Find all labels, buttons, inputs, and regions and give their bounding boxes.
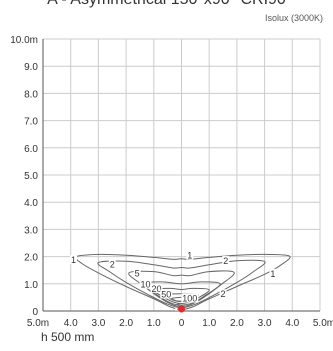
isolux-contour-2 xyxy=(97,259,266,309)
contour-label-bg xyxy=(133,268,141,278)
y-tick-label: 0 xyxy=(32,307,38,318)
contour-label-2: 2 xyxy=(221,289,226,299)
contour-label-bg xyxy=(222,256,230,266)
isolux-contour-20 xyxy=(153,287,210,304)
contour-label-bg xyxy=(69,255,77,265)
x-tick-label: 5.0m xyxy=(313,318,333,329)
contour-label-2: 2 xyxy=(110,260,115,270)
x-tick-label: 0 xyxy=(179,318,185,329)
contour-label-10: 10 xyxy=(140,280,150,290)
x-tick-label: 4.0 xyxy=(64,318,78,329)
contour-label-50: 50 xyxy=(161,289,171,299)
contour-label-5: 5 xyxy=(135,268,140,278)
contour-label-bg xyxy=(181,293,199,303)
contour-label-2: 2 xyxy=(223,256,228,266)
contour-label-bg xyxy=(269,268,277,278)
contour-label-bg xyxy=(160,289,173,299)
x-tick-label: 4.0 xyxy=(285,318,299,329)
contour-label-20: 20 xyxy=(152,284,162,294)
contour-label-bg xyxy=(108,259,116,269)
x-tick-label: 2.0 xyxy=(230,318,244,329)
x-tick-label: 3.0 xyxy=(91,318,105,329)
x-tick-label: 1.0 xyxy=(147,318,161,329)
isolux-contour-5 xyxy=(128,270,235,307)
y-tick-label: 5.0 xyxy=(24,171,38,182)
chart-title: A - Asymmetrical 150°x90° CRI90 xyxy=(0,0,333,9)
light-source-point xyxy=(178,305,185,313)
isolux-contour-10 xyxy=(142,281,221,306)
x-tick-label: 5.0m xyxy=(27,318,49,329)
x-tick-label: 1.0 xyxy=(202,318,216,329)
y-tick-label: 8.0 xyxy=(24,89,38,100)
x-tick-label: 2.0 xyxy=(119,318,133,329)
x-tick-label: 3.0 xyxy=(258,318,272,329)
y-tick-label: 6.0 xyxy=(24,144,38,155)
y-tick-label: 4.0 xyxy=(24,198,38,209)
contour-label-bg xyxy=(139,279,152,289)
contour-label-1: 1 xyxy=(187,251,192,261)
mounting-height-note: h 500 mm xyxy=(41,330,95,344)
contour-label-1: 1 xyxy=(270,269,275,279)
y-tick-label: 1.0 xyxy=(24,280,38,291)
y-tick-label: 3.0 xyxy=(24,225,38,236)
y-tick-label: 2.0 xyxy=(24,253,38,264)
contour-label-1: 1 xyxy=(71,255,76,265)
contour-label-100: 100 xyxy=(182,294,197,304)
contour-label-bg xyxy=(150,283,163,293)
chart-subtitle: Isolux (3000K) xyxy=(264,13,323,23)
contour-label-bg xyxy=(219,289,227,299)
y-tick-label: 7.0 xyxy=(24,117,38,128)
y-tick-label: 9.0 xyxy=(24,62,38,73)
isolux-contour-1 xyxy=(74,253,291,311)
contour-label-bg xyxy=(186,250,194,260)
y-tick-label: 10.0m xyxy=(10,35,38,46)
